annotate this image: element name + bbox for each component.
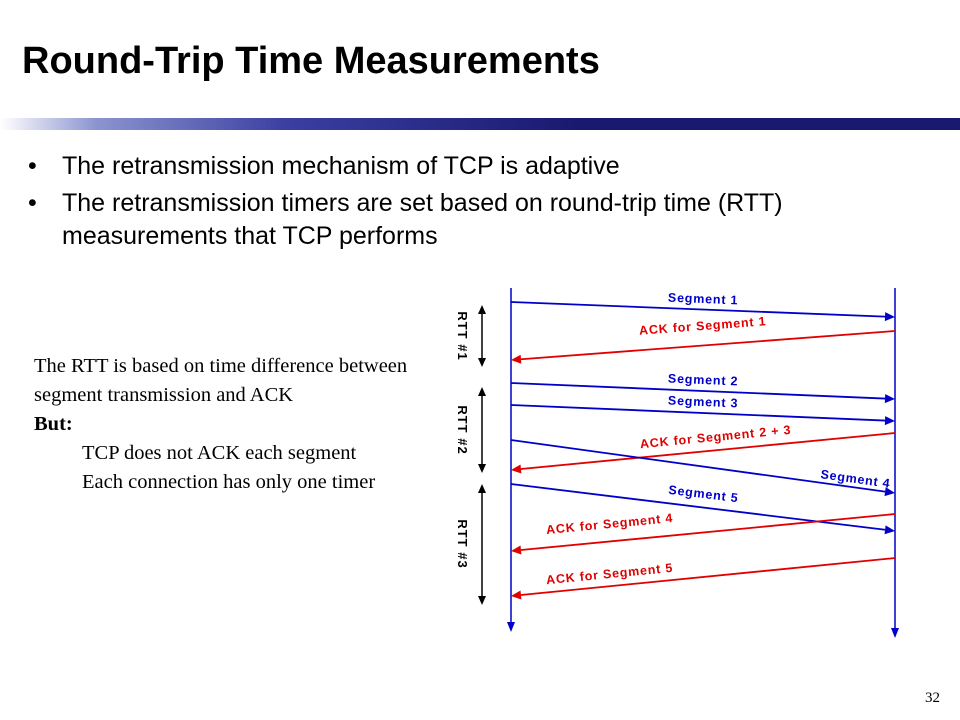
ack-arrow: ACK for Segment 4	[511, 511, 896, 555]
segment-arrow-line	[510, 483, 886, 531]
ack-arrow: ACK for Segment 5	[511, 557, 896, 600]
slide-number: 32	[925, 690, 940, 706]
segment-arrow: Segment 3	[510, 394, 895, 426]
note-text: The RTT is based on time difference betw…	[34, 355, 408, 406]
rtt-note: The RTT is based on time difference betw…	[34, 352, 434, 497]
rtt-bracket	[478, 387, 486, 473]
message-label: ACK for Segment 2 + 3	[639, 423, 792, 452]
message-label: ACK for Segment 5	[545, 561, 673, 587]
ack-arrow-head	[511, 590, 522, 600]
receiver-timeline	[891, 288, 899, 638]
segment-arrow-head	[884, 525, 895, 535]
bullet-item: • The retransmission timers are set base…	[28, 187, 948, 253]
message-label: Segment 1	[668, 291, 739, 308]
message-label: ACK for Segment 1	[639, 314, 767, 338]
title-underline-bar	[0, 118, 960, 130]
segment-arrow-line	[510, 301, 886, 318]
segment-arrow-head	[884, 394, 895, 404]
note-point: TCP does not ACK each segment	[82, 442, 357, 464]
message-label: Segment 5	[668, 483, 740, 505]
ack-arrow: ACK for Segment 1	[511, 314, 896, 364]
rtt-label: RTT #1	[455, 311, 470, 360]
rtt-label: RTT #2	[455, 405, 470, 454]
bullet-text: The retransmission timers are set based …	[62, 189, 783, 250]
message-label: ACK for Segment 4	[545, 511, 673, 537]
segment-arrow-line	[510, 439, 886, 493]
bullet-dot-icon: •	[28, 152, 37, 180]
sender-timeline	[507, 288, 515, 632]
ack-arrow-line	[520, 557, 896, 596]
segment-arrow: Segment 1	[510, 291, 895, 322]
slide-title: Round-Trip Time Measurements	[22, 40, 600, 82]
bullet-item: • The retransmission mechanism of TCP is…	[28, 150, 948, 183]
segment-arrow-head	[884, 487, 895, 497]
segment-arrow: Segment 2	[510, 372, 895, 404]
message-label: Segment 3	[668, 394, 739, 411]
segment-arrow-line	[510, 404, 886, 422]
bullet-dot-icon: •	[28, 189, 37, 217]
bullet-list: • The retransmission mechanism of TCP is…	[28, 150, 948, 257]
bullet-text: The retransmission mechanism of TCP is a…	[62, 152, 620, 180]
rtt-bracket	[478, 484, 486, 605]
segment-arrow-head	[884, 416, 895, 426]
rtt-bracket	[478, 305, 486, 367]
ack-arrow-line	[520, 330, 896, 361]
segment-arrow-head	[884, 312, 895, 322]
note-but-label: But:	[34, 413, 73, 435]
ack-arrow-line	[520, 432, 896, 470]
rtt-label: RTT #3	[455, 519, 470, 568]
note-point: Each connection has only one timer	[82, 471, 376, 493]
message-label: Segment 2	[668, 372, 739, 389]
ack-arrow-head	[511, 545, 522, 555]
ack-arrow-head	[511, 354, 522, 364]
ack-arrow-line	[520, 513, 896, 551]
message-arrows: Segment 1 ACK for Segment 1 Segment 2 Segme…	[510, 291, 896, 600]
ack-arrow-head	[511, 464, 522, 474]
segment-arrow-line	[510, 382, 886, 400]
